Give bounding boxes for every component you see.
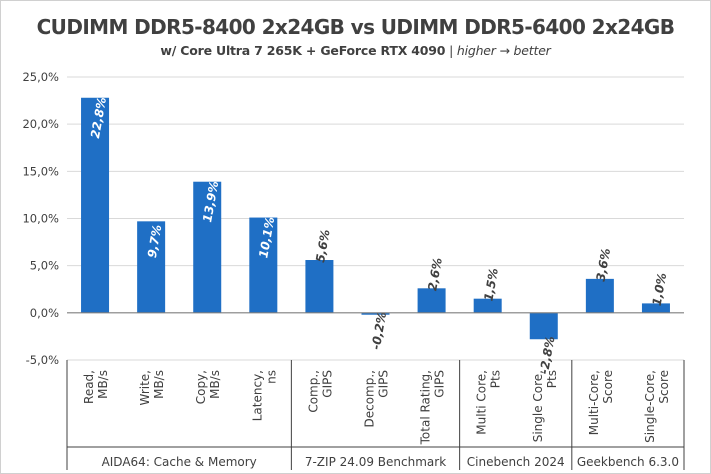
category-label: Write,MB/s xyxy=(138,370,166,406)
category-label-line: Write, xyxy=(138,370,152,406)
y-tick-label: 0,0% xyxy=(30,306,59,320)
category-label: Decomp.,GIPS xyxy=(363,370,391,428)
category-label-line: Read, xyxy=(82,370,96,404)
y-tick-label: 5,0% xyxy=(30,259,59,273)
y-tick-label: 25,0% xyxy=(22,70,59,84)
subtitle-note: higher → better xyxy=(456,43,551,58)
category-label-line: Score xyxy=(601,370,615,404)
group-label: 7-ZIP 24.09 Benchmark xyxy=(305,455,446,469)
category-label-line: Total Rating, xyxy=(419,370,433,445)
category-label-line: ns xyxy=(264,370,278,384)
bar xyxy=(193,181,222,313)
category-label-line: MB/s xyxy=(152,370,166,399)
bar xyxy=(417,288,446,313)
category-label-line: Pts xyxy=(489,370,503,388)
bar-value-label: 1,0% xyxy=(650,272,670,307)
category-label-line: GIPS xyxy=(377,370,391,398)
bar-value-label: 2,6% xyxy=(425,257,445,292)
bar xyxy=(305,260,334,313)
category-label: Multi Core,Pts xyxy=(475,370,503,435)
category-label-line: Comp., xyxy=(306,370,320,413)
bar xyxy=(361,312,390,315)
category-label-line: Decomp., xyxy=(363,370,377,428)
bar-value-label: 1,5% xyxy=(481,267,501,302)
group-label: Geekbench 6.3.0 xyxy=(577,455,679,469)
category-label-line: Single Core, xyxy=(531,370,545,442)
category-label-line: Latency, xyxy=(250,370,264,421)
category-label-line: MB/s xyxy=(96,370,110,399)
y-tick-label: -5,0% xyxy=(26,353,59,367)
subtitle-separator: | xyxy=(445,43,457,58)
group-label: AIDA64: Cache & Memory xyxy=(102,455,257,469)
bar-value-label: 3,6% xyxy=(594,247,614,282)
category-label: Multi-Core,Score xyxy=(587,370,615,435)
category-label: Read,MB/s xyxy=(82,370,110,404)
bar xyxy=(585,278,614,313)
bar-value-label: 9,7% xyxy=(145,224,165,259)
bar xyxy=(473,298,502,313)
bar-value-label: 5,6% xyxy=(313,228,333,263)
category-label-line: Single-Core, xyxy=(643,370,657,443)
category-label: Comp.,GIPS xyxy=(306,370,334,413)
bar xyxy=(641,303,670,313)
category-label: Single Core,Pts xyxy=(531,370,559,442)
group-label: Cinebench 2024 xyxy=(467,455,565,469)
y-tick-label: 10,0% xyxy=(22,212,59,226)
bar xyxy=(137,221,166,313)
subtitle-main: w/ Core Ultra 7 265K + GeForce RTX 4090 xyxy=(160,43,446,58)
category-label-line: Multi Core, xyxy=(475,370,489,435)
y-tick-label: 20,0% xyxy=(22,117,59,131)
bar xyxy=(81,97,110,313)
y-tick-label: 15,0% xyxy=(22,164,59,178)
category-label-line: MB/s xyxy=(208,370,222,399)
bar xyxy=(249,217,278,313)
category-label: Total Rating,GIPS xyxy=(419,370,447,445)
chart-subtitle: w/ Core Ultra 7 265K + GeForce RTX 4090 … xyxy=(1,43,710,58)
bar xyxy=(529,312,558,340)
category-label: Copy,MB/s xyxy=(194,370,222,404)
category-label-line: Pts xyxy=(545,370,559,388)
category-label-line: Score xyxy=(657,370,671,404)
bar-value-label: -0,2% xyxy=(369,311,389,351)
chart-title: CUDIMM DDR5-8400 2x24GB vs UDIMM DDR5-64… xyxy=(36,15,675,39)
category-label-line: GIPS xyxy=(433,370,447,398)
category-label-line: Copy, xyxy=(194,370,208,404)
category-label-line: Multi-Core, xyxy=(587,370,601,435)
category-label: Latency,ns xyxy=(250,370,278,421)
category-label: Single-Core,Score xyxy=(643,370,671,443)
category-label-line: GIPS xyxy=(320,370,334,398)
bar-value-label: -2,8% xyxy=(537,335,557,375)
